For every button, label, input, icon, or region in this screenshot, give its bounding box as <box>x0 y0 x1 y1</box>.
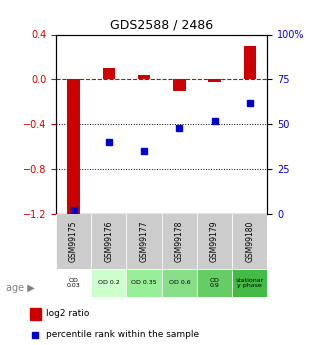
FancyBboxPatch shape <box>56 269 91 297</box>
Text: GSM99177: GSM99177 <box>140 221 149 262</box>
Title: GDS2588 / 2486: GDS2588 / 2486 <box>110 19 213 32</box>
FancyBboxPatch shape <box>232 214 267 269</box>
FancyBboxPatch shape <box>91 269 127 297</box>
FancyBboxPatch shape <box>197 214 232 269</box>
Bar <box>244 46 256 79</box>
Text: OD
0.03: OD 0.03 <box>67 277 81 288</box>
Text: percentile rank within the sample: percentile rank within the sample <box>46 330 199 339</box>
Text: OD 0.2: OD 0.2 <box>98 280 120 285</box>
Bar <box>208 79 221 82</box>
FancyBboxPatch shape <box>127 214 162 269</box>
Bar <box>173 79 185 91</box>
FancyBboxPatch shape <box>162 269 197 297</box>
Text: log2 ratio: log2 ratio <box>46 309 90 318</box>
Bar <box>138 75 150 79</box>
FancyBboxPatch shape <box>162 214 197 269</box>
FancyBboxPatch shape <box>91 214 127 269</box>
Bar <box>30 308 41 320</box>
Text: GSM99176: GSM99176 <box>104 221 113 262</box>
Text: stationar
y phase: stationar y phase <box>236 277 264 288</box>
Text: OD 0.6: OD 0.6 <box>169 280 190 285</box>
Text: OD
0.9: OD 0.9 <box>210 277 220 288</box>
Text: GSM99175: GSM99175 <box>69 221 78 262</box>
FancyBboxPatch shape <box>56 214 91 269</box>
FancyBboxPatch shape <box>127 269 162 297</box>
Text: GSM99180: GSM99180 <box>245 221 254 262</box>
FancyBboxPatch shape <box>232 269 267 297</box>
Text: OD 0.35: OD 0.35 <box>131 280 157 285</box>
Bar <box>103 68 115 79</box>
Text: age ▶: age ▶ <box>6 283 35 293</box>
Bar <box>67 79 80 214</box>
Text: GSM99178: GSM99178 <box>175 221 184 262</box>
FancyBboxPatch shape <box>197 269 232 297</box>
Text: GSM99179: GSM99179 <box>210 221 219 262</box>
